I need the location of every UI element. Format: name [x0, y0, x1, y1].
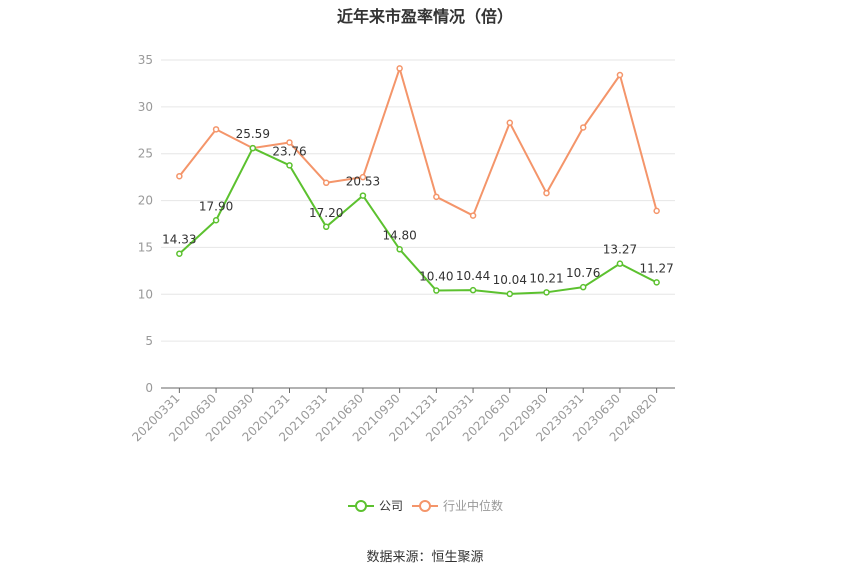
data-label: 10.76 [566, 266, 600, 280]
legend-marker [419, 500, 431, 512]
data-point-company [396, 246, 403, 253]
data-label: 13.27 [603, 243, 637, 257]
y-tick-label: 15 [138, 240, 153, 254]
data-point-company [359, 192, 367, 199]
chart-title: 近年来市盈率情况（倍） [336, 7, 513, 26]
data-point-company [653, 279, 660, 286]
data-label: 14.33 [162, 233, 196, 247]
data-label: 10.21 [529, 271, 563, 285]
data-point-company [469, 286, 477, 294]
series-line-company [178, 147, 658, 295]
data-point-industry [616, 71, 624, 79]
data-point-industry [469, 212, 477, 219]
data-point-company [433, 287, 440, 294]
legend-item-industry: 行业中位数 [412, 498, 503, 513]
data-label: 17.20 [309, 206, 343, 220]
y-tick-label: 30 [138, 100, 153, 114]
data-point-industry [212, 126, 220, 133]
y-tick-label: 35 [138, 53, 153, 67]
data-point-industry [322, 179, 330, 187]
series-line-industry [178, 67, 658, 217]
data-point-industry [543, 189, 550, 197]
data-point-company [506, 290, 514, 298]
data-label: 10.04 [493, 273, 527, 287]
data-point-company [176, 250, 183, 257]
data-label: 10.44 [456, 269, 490, 283]
legend-item-company: 公司 [348, 499, 403, 513]
data-point-industry [286, 139, 293, 146]
data-point-industry [506, 119, 514, 127]
legend-label: 行业中位数 [443, 498, 503, 513]
data-point-industry [396, 65, 403, 72]
data-label: 11.27 [639, 261, 673, 275]
data-point-company [322, 223, 330, 231]
data-point-company [616, 260, 624, 267]
data-point-industry [176, 172, 183, 180]
y-tick-label: 25 [138, 147, 153, 161]
y-tick-label: 20 [138, 194, 153, 208]
data-point-industry [359, 173, 367, 181]
data-label: 20.53 [346, 175, 380, 189]
legend-label: 公司 [379, 499, 403, 513]
data-point-company [212, 217, 220, 224]
data-point-industry [579, 124, 587, 131]
y-tick-label: 10 [138, 287, 153, 301]
data-point-company [286, 162, 293, 169]
data-label: 14.80 [382, 228, 416, 242]
data-label: 10.40 [419, 270, 453, 284]
data-point-company [249, 144, 257, 152]
data-label: 23.76 [272, 144, 306, 158]
data-label: 25.59 [236, 127, 270, 141]
data-label: 17.90 [199, 199, 233, 213]
data-point-company [579, 283, 587, 291]
data-point-industry [653, 207, 660, 215]
data-point-industry [433, 193, 440, 201]
y-tick-label: 0 [145, 381, 153, 395]
legend-marker [355, 500, 367, 512]
y-tick-label: 5 [145, 334, 153, 348]
data-point-company [543, 289, 550, 296]
chart-source: 数据来源：恒生聚源 [366, 550, 484, 565]
